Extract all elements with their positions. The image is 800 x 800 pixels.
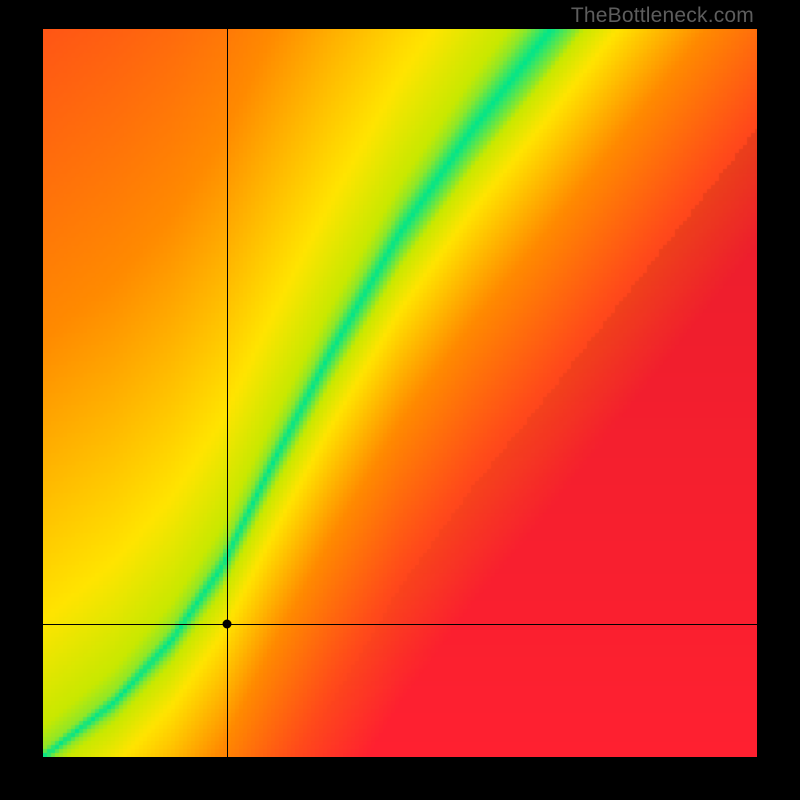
heatmap-canvas: [43, 29, 757, 757]
crosshair-marker: [223, 619, 232, 628]
watermark-text: TheBottleneck.com: [571, 4, 754, 28]
heatmap-plot: [43, 29, 757, 757]
crosshair-horizontal: [43, 624, 757, 625]
crosshair-vertical: [227, 29, 228, 757]
